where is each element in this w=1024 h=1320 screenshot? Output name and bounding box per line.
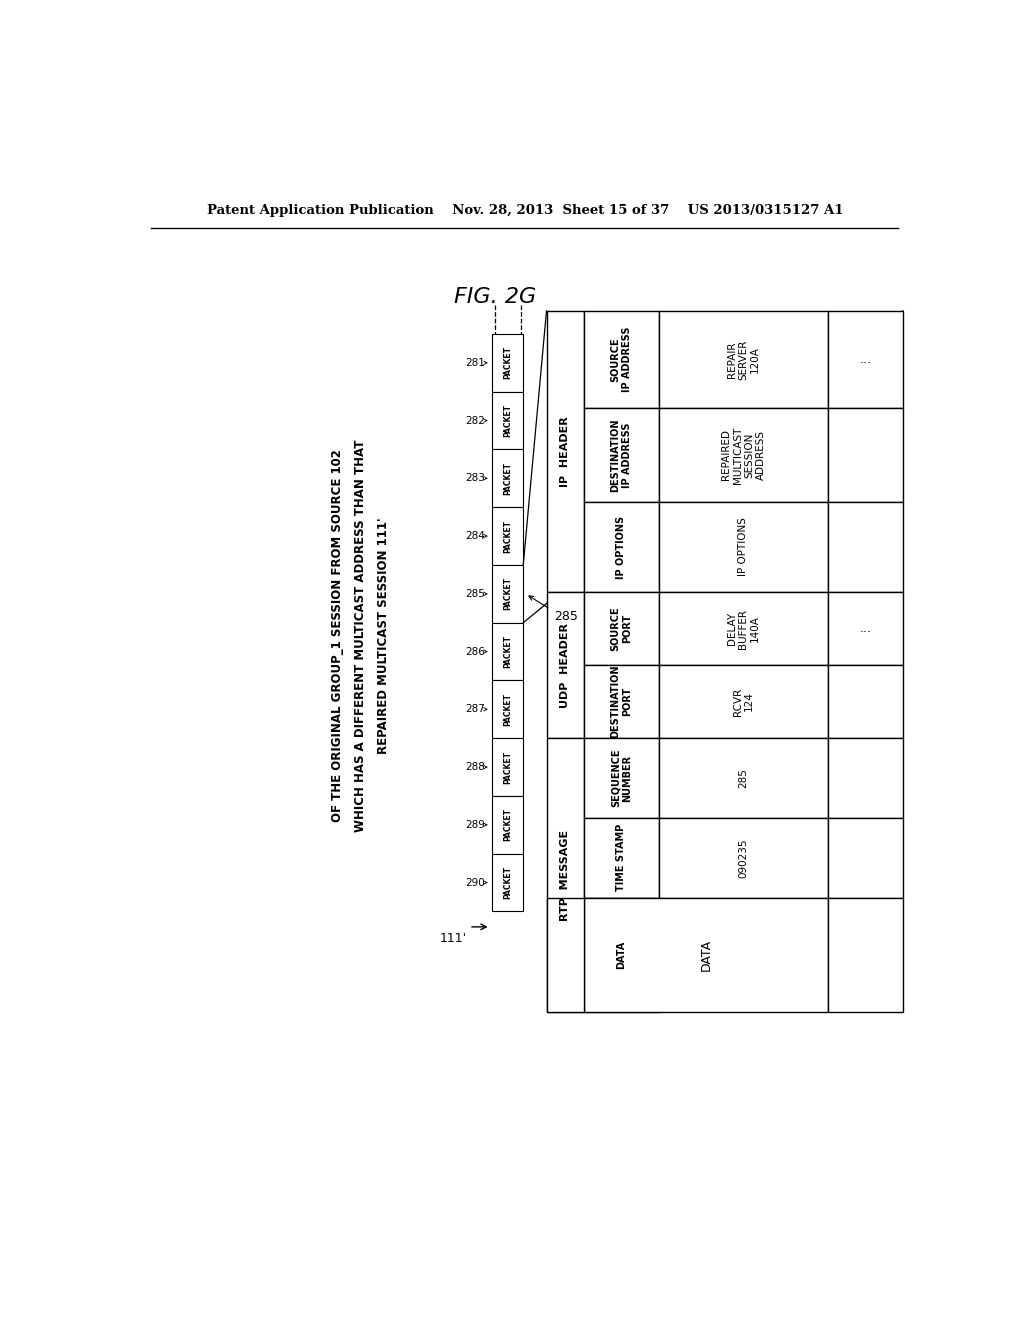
Text: REPAIRED
MULTICAST
SESSION
ADDRESS: REPAIRED MULTICAST SESSION ADDRESS [721,426,766,483]
Text: 285: 285 [554,610,579,623]
Bar [547,738,584,1012]
Bar [658,593,828,665]
Text: 290: 290 [465,878,485,887]
Bar [658,312,828,408]
Bar [658,665,828,738]
Bar [658,818,828,898]
Text: PACKET: PACKET [503,866,512,899]
Text: IP OPTIONS: IP OPTIONS [616,515,627,578]
Bar [828,502,903,593]
Bar [493,854,523,911]
Bar [828,593,903,665]
Bar [493,738,523,796]
Bar [828,665,903,738]
Text: 282: 282 [465,416,485,425]
Text: 090235: 090235 [738,838,749,878]
Text: 111': 111' [440,932,467,945]
Text: DESTINATION
PORT: DESTINATION PORT [610,665,632,738]
Text: PACKET: PACKET [503,751,512,784]
Text: ...: ... [859,352,871,366]
Text: FIG. 2G: FIG. 2G [454,286,536,308]
Text: DATA: DATA [699,939,713,972]
Text: 285: 285 [738,768,749,788]
Bar [658,408,828,502]
Text: WHICH HAS A DIFFERENT MULTICAST ADDRESS THAN THAT: WHICH HAS A DIFFERENT MULTICAST ADDRESS … [354,440,367,832]
Text: IP  HEADER: IP HEADER [560,416,570,487]
Text: 283: 283 [465,474,485,483]
Text: PACKET: PACKET [503,462,512,495]
Text: PACKET: PACKET [503,693,512,726]
Text: 288: 288 [465,762,485,772]
Text: Patent Application Publication    Nov. 28, 2013  Sheet 15 of 37    US 2013/03151: Patent Application Publication Nov. 28, … [207,205,843,218]
Text: OF THE ORIGINAL GROUP_1 SESSION FROM SOURCE 102: OF THE ORIGINAL GROUP_1 SESSION FROM SOU… [331,449,344,822]
Text: DATA: DATA [616,941,627,969]
Bar [828,408,903,502]
Bar [547,593,584,738]
Bar [493,681,523,738]
Text: REPAIR
SERVER
120A: REPAIR SERVER 120A [727,339,760,380]
Text: IP OPTIONS: IP OPTIONS [738,517,749,577]
Bar [584,898,658,1012]
Bar [584,898,828,1012]
Text: PACKET: PACKET [503,520,512,553]
Text: 287: 287 [465,705,485,714]
Text: PACKET: PACKET [503,635,512,668]
Bar [658,502,828,593]
Bar [584,665,658,738]
Bar [828,818,903,898]
Text: TIME STAMP: TIME STAMP [616,824,627,891]
Text: 285: 285 [465,589,485,599]
Text: PACKET: PACKET [503,404,512,437]
Bar [828,898,903,1012]
Text: 284: 284 [465,531,485,541]
Text: RCVR
124: RCVR 124 [732,688,755,715]
Bar [493,565,523,623]
Text: DELAY
BUFFER
140A: DELAY BUFFER 140A [727,609,760,648]
Text: DESTINATION
IP ADDRESS: DESTINATION IP ADDRESS [610,418,632,492]
Bar [658,738,828,818]
Bar [584,593,658,665]
Text: PACKET: PACKET [503,808,512,841]
Bar [493,796,523,854]
Text: SOURCE
PORT: SOURCE PORT [610,606,632,651]
Bar [493,623,523,681]
Text: REPAIRED MULTICAST SESSION 111': REPAIRED MULTICAST SESSION 111' [377,517,390,754]
Bar [584,502,658,593]
Bar [493,507,523,565]
Text: 286: 286 [465,647,485,656]
Bar [584,818,658,898]
Text: ...: ... [859,622,871,635]
Bar [584,738,658,818]
Bar [493,392,523,449]
Bar [547,312,584,593]
Text: PACKET: PACKET [503,577,512,610]
Text: SOURCE
IP ADDRESS: SOURCE IP ADDRESS [610,327,632,392]
Bar [493,449,523,507]
Text: 281: 281 [465,358,485,368]
Bar [584,312,658,408]
Bar [547,898,584,1012]
Bar [493,334,523,392]
Text: SEQUENCE
NUMBER: SEQUENCE NUMBER [610,748,632,808]
Bar [828,312,903,408]
Text: RTP  MESSAGE: RTP MESSAGE [560,829,570,921]
Text: 289: 289 [465,820,485,830]
Text: PACKET: PACKET [503,346,512,379]
Text: UDP  HEADER: UDP HEADER [560,623,570,708]
Bar [828,738,903,818]
Bar [584,408,658,502]
